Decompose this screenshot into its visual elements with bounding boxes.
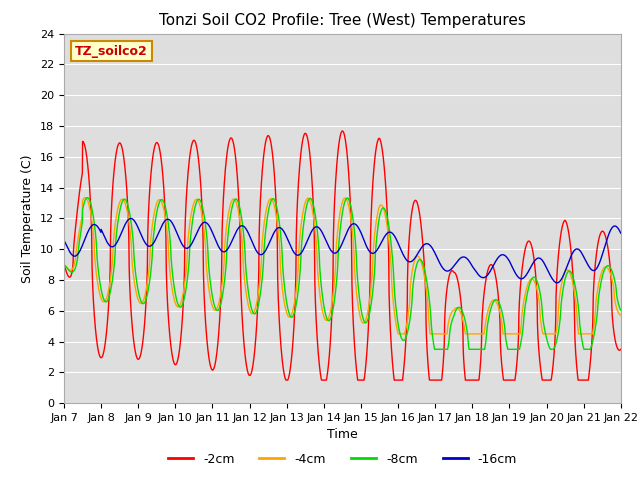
-4cm	[81, 195, 89, 201]
-4cm	[298, 216, 306, 222]
Y-axis label: Soil Temperature (C): Soil Temperature (C)	[22, 154, 35, 283]
-2cm	[157, 152, 164, 157]
-2cm	[617, 347, 625, 352]
-2cm	[339, 128, 346, 134]
Line: -16cm: -16cm	[64, 218, 621, 283]
-4cm	[157, 198, 164, 204]
-8cm	[60, 262, 68, 267]
Text: TZ_soilco2: TZ_soilco2	[75, 45, 148, 58]
-16cm	[127, 216, 134, 221]
-2cm	[124, 199, 131, 204]
-8cm	[606, 264, 614, 270]
-4cm	[606, 270, 614, 276]
-4cm	[394, 331, 402, 337]
-4cm	[617, 312, 625, 318]
-8cm	[274, 209, 282, 215]
-2cm	[60, 262, 68, 267]
Legend: -2cm, -4cm, -8cm, -16cm: -2cm, -4cm, -8cm, -16cm	[163, 448, 522, 471]
-2cm	[298, 143, 306, 148]
-8cm	[124, 202, 132, 207]
-16cm	[60, 238, 68, 243]
Line: -2cm: -2cm	[64, 131, 621, 380]
-4cm	[124, 211, 132, 217]
-8cm	[547, 346, 554, 352]
-8cm	[617, 307, 625, 313]
-8cm	[431, 347, 438, 352]
-16cm	[553, 280, 561, 286]
-16cm	[606, 228, 614, 234]
Line: -4cm: -4cm	[64, 198, 621, 334]
-16cm	[157, 225, 164, 231]
-4cm	[60, 262, 68, 267]
-16cm	[617, 230, 625, 236]
-2cm	[282, 377, 290, 383]
-4cm	[547, 331, 554, 337]
-16cm	[124, 218, 131, 224]
-2cm	[547, 377, 554, 383]
-16cm	[298, 249, 306, 255]
-16cm	[546, 272, 554, 278]
Title: Tonzi Soil CO2 Profile: Tree (West) Temperatures: Tonzi Soil CO2 Profile: Tree (West) Temp…	[159, 13, 526, 28]
-8cm	[298, 239, 306, 244]
-2cm	[606, 264, 614, 270]
-8cm	[157, 197, 164, 203]
Line: -8cm: -8cm	[64, 198, 621, 349]
-8cm	[84, 195, 92, 201]
X-axis label: Time: Time	[327, 429, 358, 442]
-2cm	[274, 265, 282, 271]
-16cm	[274, 225, 282, 231]
-4cm	[274, 223, 282, 229]
